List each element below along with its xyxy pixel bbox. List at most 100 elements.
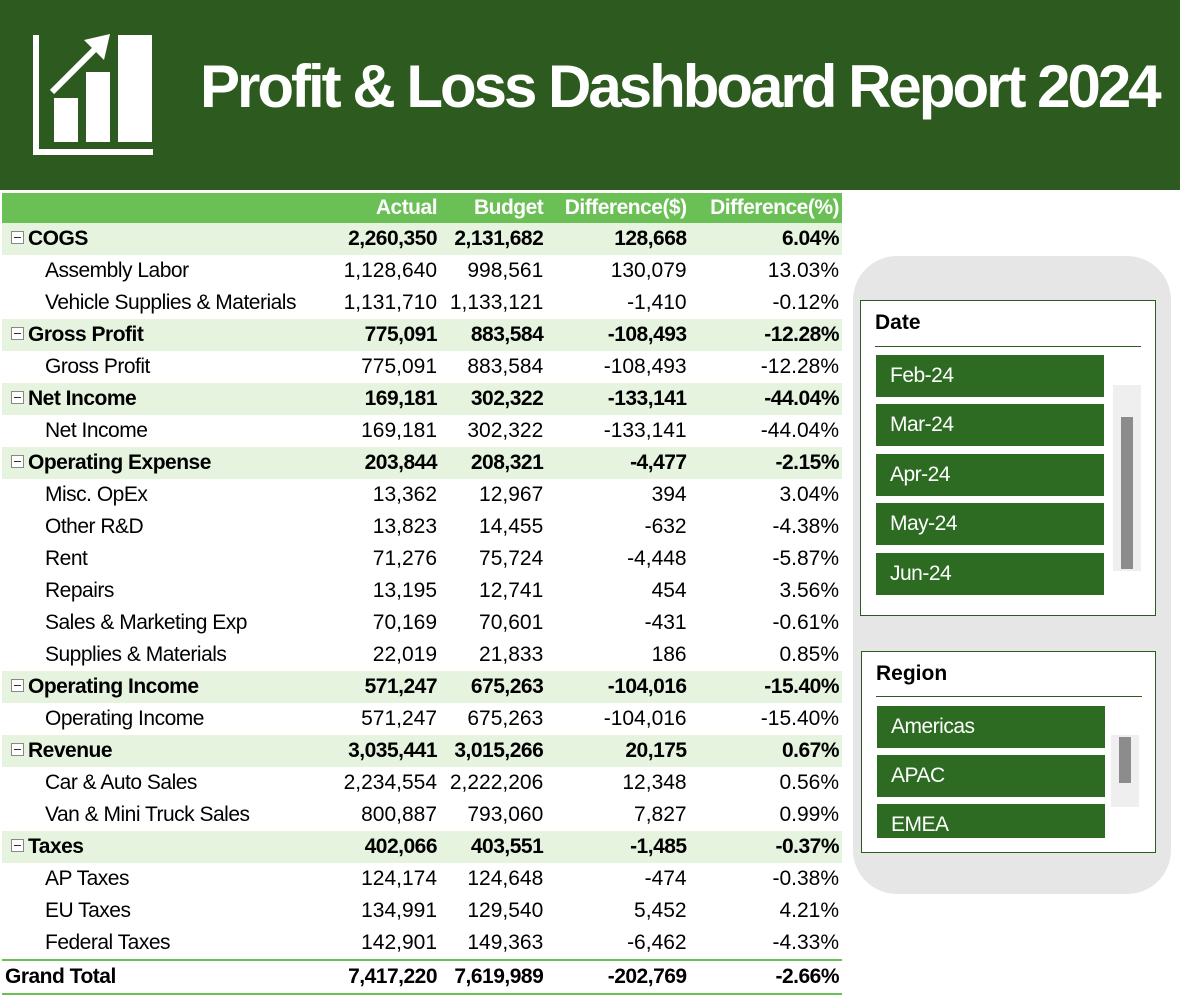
scrollbar-thumb[interactable] <box>1121 417 1133 569</box>
slicer-item-region[interactable]: Americas <box>877 706 1105 748</box>
col-actual-header[interactable]: Actual <box>326 193 441 223</box>
detail-value-cell: 675,263 <box>467 707 544 730</box>
slicer-item-date[interactable]: Jun-24 <box>876 553 1104 595</box>
group-value-cell: -15.40% <box>689 671 842 703</box>
group-value-cell: 0.67% <box>689 735 842 767</box>
slicer-item-region[interactable]: APAC <box>877 755 1105 797</box>
group-label: Operating Income <box>28 675 199 698</box>
detail-label-cell: Operating Income <box>45 707 204 730</box>
detail-value-cell: 0.56% <box>779 771 839 794</box>
group-value-cell: 6.04% <box>689 223 842 255</box>
collapse-minus-icon[interactable] <box>11 678 24 692</box>
detail-label-cell: Net Income <box>45 419 148 442</box>
scrollbar-thumb[interactable] <box>1119 737 1131 783</box>
group-value-cell: 403,551 <box>440 831 547 863</box>
detail-value-cell: 70,169 <box>372 611 438 634</box>
col-budget-header[interactable]: Budget <box>440 193 547 223</box>
detail-value-cell: 1,128,640 <box>343 259 438 282</box>
pnl-pivot-table: Actual Budget Difference($) Difference(%… <box>2 193 842 995</box>
group-label: COGS <box>28 227 88 250</box>
collapse-minus-icon[interactable] <box>11 742 24 756</box>
group-value-cell: -2.15% <box>689 447 842 479</box>
detail-row: Operating Income 571,247 675,263 -104,016 -1… <box>2 703 842 735</box>
detail-value-cell: 1,131,710 <box>343 291 438 314</box>
detail-value-cell: 3.04% <box>779 483 839 506</box>
group-value-cell: -44.04% <box>689 383 842 415</box>
detail-value-cell: 13,362 <box>372 483 438 506</box>
detail-value-cell: 21,833 <box>479 643 544 666</box>
group-value-cell: 3,015,266 <box>440 735 547 767</box>
detail-label-cell: Supplies & Materials <box>45 643 227 666</box>
date-slicer-scrollbar[interactable] <box>1113 385 1141 571</box>
detail-row: Net Income 169,181 302,322 -133,141 -44.04% <box>2 415 842 447</box>
region-slicer: Region Americas APAC EMEA <box>861 651 1156 853</box>
group-value-cell: 675,263 <box>440 671 547 703</box>
detail-value-cell: 124,174 <box>361 867 438 890</box>
detail-value-cell: 0.85% <box>779 643 839 666</box>
collapse-minus-icon[interactable] <box>11 838 24 852</box>
pivot-body: COGS 2,260,350 2,131,682 128,668 6.04% Assemb… <box>2 223 842 995</box>
grand-total-row: Grand Total 7,417,220 7,619,989 -202,769 -2.… <box>2 959 842 995</box>
slicer-item-date[interactable]: May-24 <box>876 503 1104 545</box>
detail-value-cell: 22,019 <box>372 643 438 666</box>
collapse-minus-icon[interactable] <box>11 230 24 244</box>
group-value-cell: -0.37% <box>689 831 842 863</box>
detail-value-cell: 394 <box>651 483 687 506</box>
group-row: Gross Profit 775,091 883,584 -108,493 -12.28… <box>2 319 842 351</box>
detail-value-cell: 1,133,121 <box>449 291 544 314</box>
detail-value-cell: 70,601 <box>479 611 544 634</box>
detail-value-cell: 998,561 <box>467 259 544 282</box>
detail-row: Other R&D 13,823 14,455 -632 -4.38% <box>2 511 842 543</box>
date-slicer-title: Date <box>875 311 921 334</box>
slicer-item-region[interactable]: EMEA <box>877 804 1105 838</box>
detail-value-cell: 13.03% <box>767 259 839 282</box>
region-slicer-title: Region <box>876 662 948 685</box>
detail-label-cell: Gross Profit <box>45 355 150 378</box>
detail-value-cell: 75,724 <box>479 547 544 570</box>
report-header: Profit & Loss Dashboard Report 2024 <box>0 0 1180 190</box>
collapse-minus-icon[interactable] <box>11 326 24 340</box>
slicer-divider <box>876 696 1142 697</box>
detail-row: Sales & Marketing Exp 70,169 70,601 -431 -0.… <box>2 607 842 639</box>
slicer-item-date[interactable]: Feb-24 <box>876 355 1104 397</box>
detail-value-cell: 775,091 <box>361 355 438 378</box>
group-label: Taxes <box>28 835 84 858</box>
detail-value-cell: 134,991 <box>361 899 438 922</box>
detail-label-cell: Misc. OpEx <box>45 483 148 506</box>
group-label-cell: Operating Income <box>2 671 327 703</box>
detail-value-cell: -104,016 <box>603 707 687 730</box>
col-difference-percent-header[interactable]: Difference(%) <box>689 193 842 223</box>
col-difference-dollar-header[interactable]: Difference($) <box>546 193 690 223</box>
group-row: COGS 2,260,350 2,131,682 128,668 6.04% <box>2 223 842 255</box>
detail-value-cell: 3.56% <box>779 579 839 602</box>
grand-total-value-cell: -202,769 <box>546 959 690 995</box>
group-row: Operating Income 571,247 675,263 -104,016 -1… <box>2 671 842 703</box>
group-value-cell: 208,321 <box>440 447 547 479</box>
detail-value-cell: -0.61% <box>772 611 839 634</box>
detail-value-cell: -108,493 <box>603 355 687 378</box>
collapse-minus-icon[interactable] <box>11 454 24 468</box>
group-row: Net Income 169,181 302,322 -133,141 -44.04% <box>2 383 842 415</box>
group-value-cell: 20,175 <box>546 735 690 767</box>
detail-value-cell: 124,648 <box>467 867 544 890</box>
group-label: Operating Expense <box>28 451 211 474</box>
region-slicer-scrollbar[interactable] <box>1111 735 1139 807</box>
group-value-cell: -104,016 <box>546 671 690 703</box>
detail-value-cell: -5.87% <box>772 547 839 570</box>
detail-value-cell: 800,887 <box>361 803 438 826</box>
collapse-minus-icon[interactable] <box>11 390 24 404</box>
grand-total-label: Grand Total <box>2 959 327 995</box>
detail-label-cell: Federal Taxes <box>45 931 171 954</box>
page-title: Profit & Loss Dashboard Report 2024 <box>200 53 1162 120</box>
group-value-cell: 2,131,682 <box>440 223 547 255</box>
slicer-item-date[interactable]: Apr-24 <box>876 454 1104 496</box>
group-value-cell: -1,485 <box>546 831 690 863</box>
detail-row: Misc. OpEx 13,362 12,967 394 3.04% <box>2 479 842 511</box>
group-value-cell: -4,477 <box>546 447 690 479</box>
group-label-cell: Gross Profit <box>2 319 327 351</box>
detail-label-cell: Van & Mini Truck Sales <box>45 803 250 826</box>
detail-label-cell: EU Taxes <box>45 899 131 922</box>
slicer-item-date[interactable]: Mar-24 <box>876 404 1104 446</box>
detail-value-cell: 7,827 <box>634 803 687 826</box>
detail-label-cell: AP Taxes <box>45 867 129 890</box>
